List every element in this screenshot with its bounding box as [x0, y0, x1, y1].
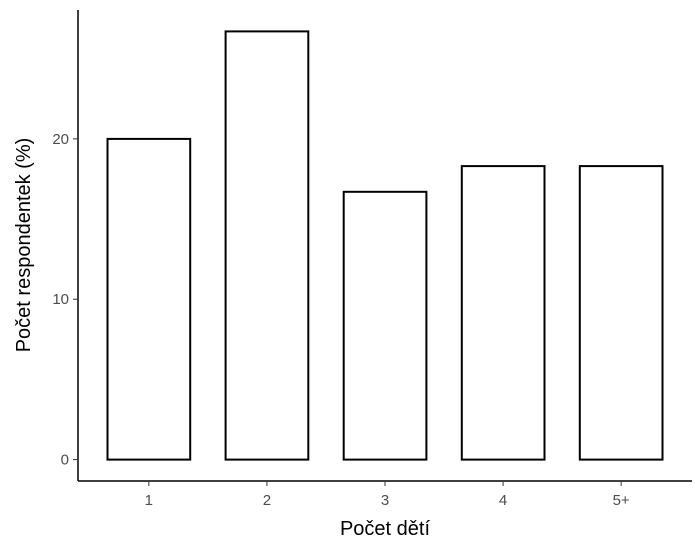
x-tick-label: 3	[381, 492, 389, 509]
y-tick-label: 0	[61, 452, 69, 469]
y-axis-ticks: 0 10 20	[52, 131, 78, 469]
x-tick-label: 5+	[613, 492, 630, 509]
x-tick-label: 1	[145, 492, 153, 509]
y-axis-title: Počet respondentek (%)	[13, 138, 35, 353]
x-tick-label: 2	[263, 492, 271, 509]
x-tick-label: 4	[499, 492, 507, 509]
x-axis-ticks: 1 2 3 4 5+	[145, 481, 630, 509]
y-tick-label: 20	[52, 131, 69, 148]
y-tick-label: 10	[52, 291, 69, 308]
bars-group	[106, 30, 664, 461]
bar-2	[224, 30, 310, 461]
bar-1	[106, 137, 192, 461]
x-axis-title: Počet dětí	[340, 518, 431, 540]
bar-5+	[578, 165, 664, 461]
bar-4	[460, 165, 546, 461]
bar-3	[342, 190, 428, 461]
